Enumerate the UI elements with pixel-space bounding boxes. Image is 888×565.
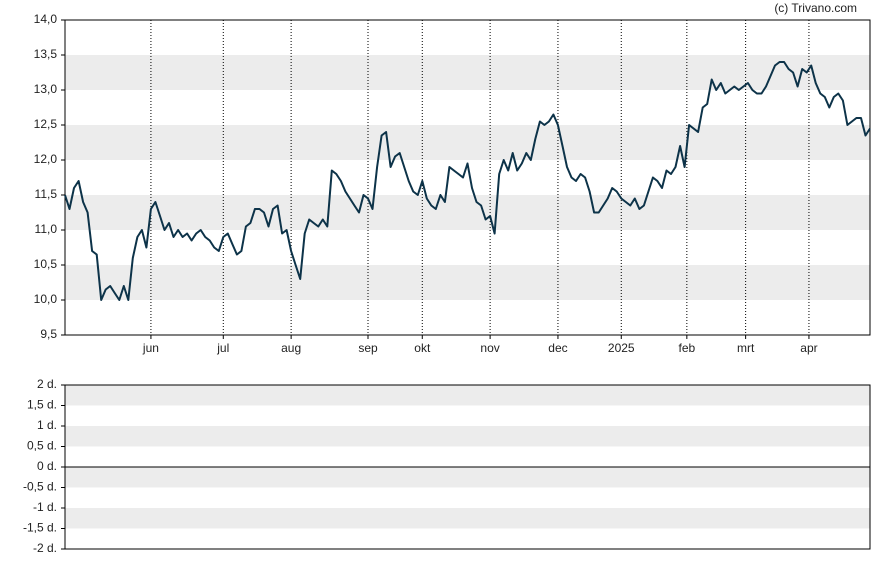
y-tick-label: 13,0: [34, 82, 58, 96]
y-tick-label: 13,5: [34, 47, 58, 61]
y-tick-label: 12,5: [34, 117, 58, 131]
y-tick-label: 0,5 d.: [27, 439, 57, 453]
x-tick-label: dec: [548, 341, 567, 355]
x-tick-label: 2025: [608, 341, 635, 355]
x-tick-label: jul: [216, 341, 229, 355]
y-tick-label: 1,5 d.: [27, 398, 57, 412]
band: [65, 195, 870, 230]
y-tick-label: 11,0: [35, 222, 58, 236]
band: [65, 426, 870, 447]
y-tick-label: 0 d.: [37, 459, 57, 473]
plot-frame: [64, 19, 871, 336]
x-tick-label: feb: [678, 341, 695, 355]
y-tick-label: -2 d.: [33, 541, 57, 555]
y-tick-label: -0,5 d.: [23, 480, 57, 494]
price-line: [64, 61, 871, 301]
band: [65, 55, 870, 90]
y-tick-label: 12,0: [34, 152, 58, 166]
y-tick-label: 11,5: [35, 187, 58, 201]
y-tick-label: 1 d.: [37, 418, 57, 432]
y-tick-label: -1 d.: [33, 500, 57, 514]
band: [65, 385, 870, 406]
band: [65, 467, 870, 488]
band: [65, 125, 870, 160]
y-tick-label: 14,0: [34, 12, 58, 26]
band: [65, 265, 870, 300]
x-tick-label: apr: [800, 341, 817, 355]
source: (c) Trivano.com: [774, 1, 857, 15]
band: [65, 508, 870, 529]
x-tick-label: aug: [281, 341, 301, 355]
y-tick-label: 2 d.: [37, 377, 57, 391]
y-tick-label: 9,5: [40, 327, 57, 341]
x-tick-label: nov: [480, 341, 499, 355]
x-tick-label: jun: [142, 341, 159, 355]
x-tick-label: okt: [414, 341, 431, 355]
y-tick-label: 10,5: [34, 257, 58, 271]
y-tick-label: 10,0: [34, 292, 58, 306]
x-tick-label: sep: [358, 341, 378, 355]
y-tick-label: -1,5 d.: [23, 521, 57, 535]
x-tick-label: mrt: [737, 341, 755, 355]
